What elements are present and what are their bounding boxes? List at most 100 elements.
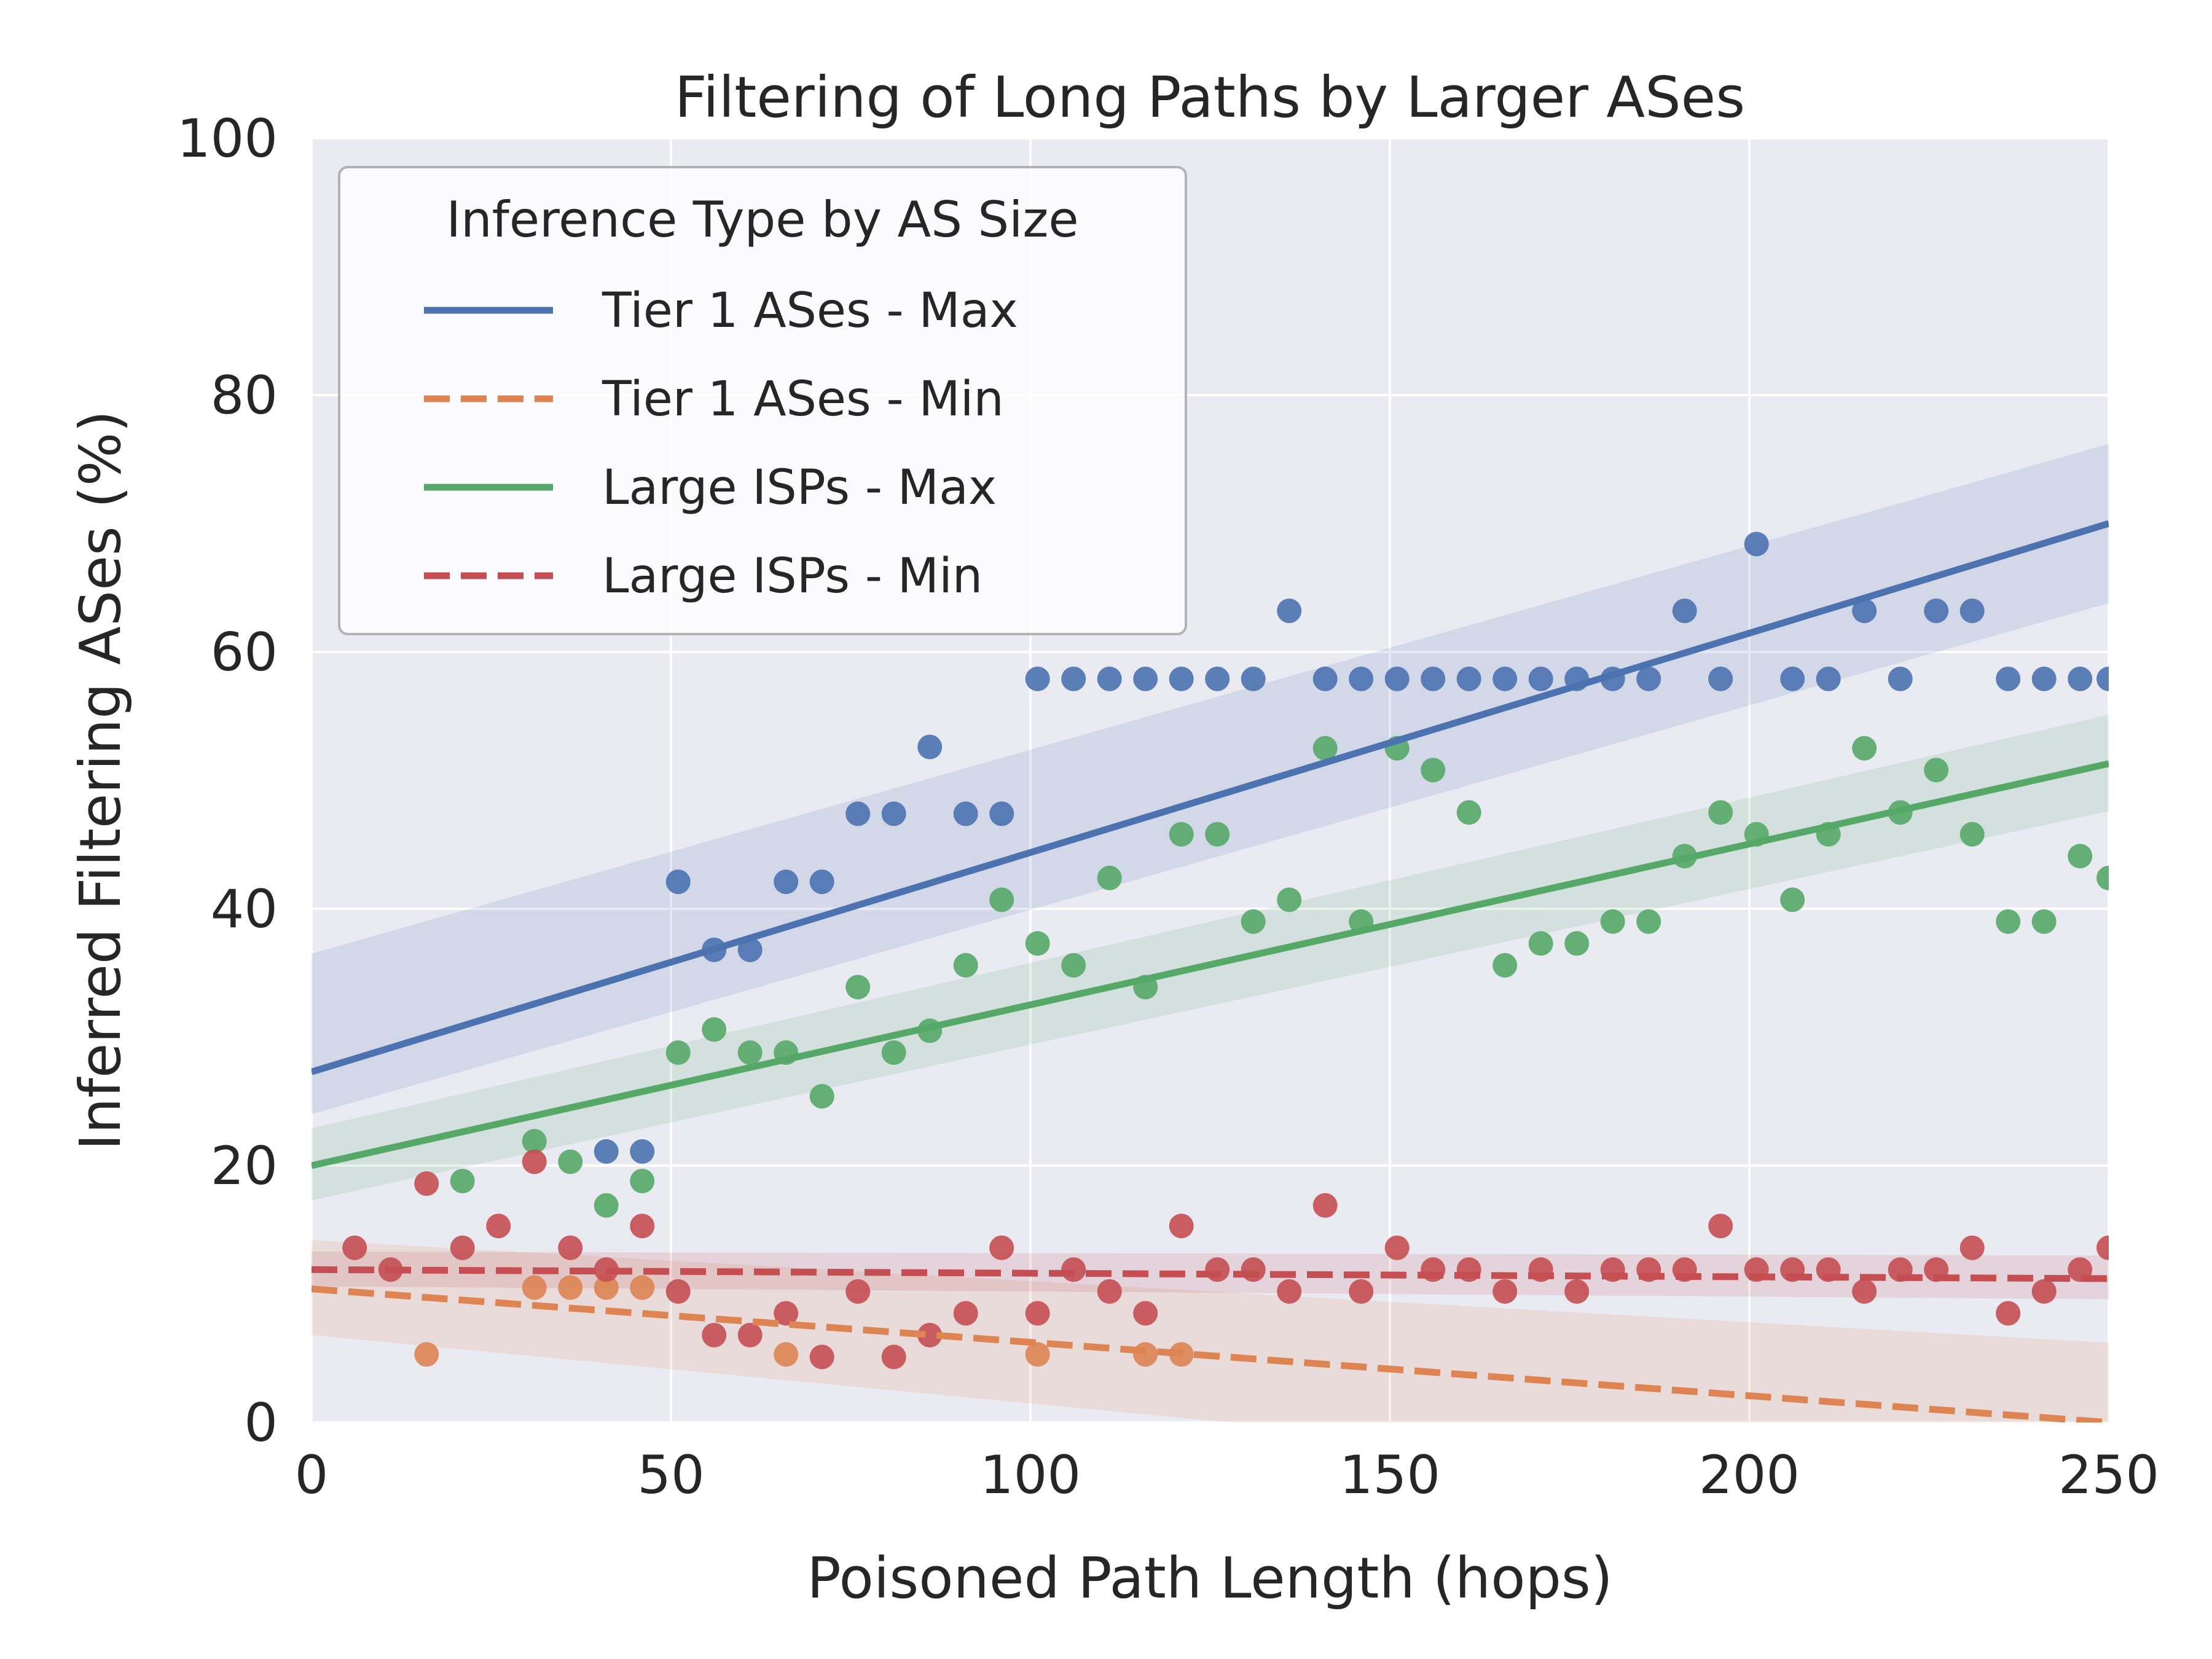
large-isps-max-point: [989, 887, 1014, 912]
y-tick-label: 100: [177, 108, 278, 170]
tier-1-ases-max-point: [2031, 666, 2057, 691]
large-isps-min-point: [1384, 1235, 1410, 1260]
large-isps-max-regression-line: [312, 760, 2109, 1169]
x-tick-label: 100: [980, 1445, 1081, 1506]
large-isps-max-point: [1528, 931, 1553, 956]
large-isps-max-point: [1205, 822, 1230, 847]
tier-1-ases-min-legend-label: Tier 1 ASes - Min: [602, 372, 1004, 427]
large-isps-min-point: [774, 1301, 799, 1326]
tier-1-ases-max-point: [1205, 666, 1230, 691]
large-isps-max-point: [594, 1193, 619, 1218]
regression-lines: [312, 520, 2109, 1422]
tier-1-ases-max-point: [1312, 666, 1338, 691]
large-isps-max-point: [702, 1017, 727, 1042]
y-tick-label: 40: [211, 879, 278, 940]
y-axis-label: Inferred Filtering ASes (%): [68, 410, 133, 1150]
large-isps-min-point: [1349, 1279, 1374, 1304]
y-tick-label: 20: [211, 1135, 278, 1197]
large-isps-max-point: [665, 1040, 691, 1065]
large-isps-max-point: [2031, 909, 2057, 934]
tier-1-ases-max-point: [917, 734, 943, 759]
x-tick-label: 250: [2058, 1445, 2159, 1506]
tier-1-ases-max-point: [630, 1139, 655, 1164]
tier-1-ases-max-point: [809, 869, 834, 895]
tier-1-ases-max-point: [1816, 666, 1841, 691]
large-isps-max-point: [1924, 758, 1949, 783]
tier-1-ases-max-point: [1025, 666, 1050, 691]
tier-1-ases-max-point: [1959, 598, 1985, 624]
tier-1-ases-max-point: [1061, 666, 1086, 691]
x-tick-label: 0: [295, 1445, 329, 1506]
large-isps-min-point: [1205, 1257, 1230, 1282]
large-isps-min-point: [989, 1235, 1014, 1260]
tier-1-ases-max-point: [2096, 666, 2109, 691]
large-isps-max-ci-band: [312, 715, 2109, 1201]
large-isps-min-point: [558, 1235, 583, 1260]
x-axis-label: Poisoned Path Length (hops): [807, 1545, 1612, 1611]
tier-1-ases-max-point: [1996, 666, 2021, 691]
tier-1-ases-min-point: [522, 1275, 547, 1300]
tier-1-ases-max-point: [1241, 666, 1266, 691]
tier-1-ases-max-point: [1097, 666, 1122, 691]
tier-1-ases-max-point: [1169, 666, 1194, 691]
tier-1-ases-min-point: [558, 1275, 583, 1300]
legend-title: Inference Type by AS Size: [446, 191, 1078, 248]
tick-labels: 0 50 100 150 200 250 0 20 40 60 80 100: [177, 108, 2159, 1506]
tier-1-ases-max-point: [1133, 666, 1158, 691]
large-isps-max-point: [1169, 822, 1194, 847]
large-isps-max-point: [1097, 865, 1122, 890]
x-tick-label: 50: [637, 1445, 704, 1506]
large-isps-min-point: [1169, 1214, 1194, 1239]
tier-1-ases-min-point: [630, 1275, 655, 1300]
large-isps-min-point: [1025, 1301, 1050, 1326]
y-tick-label: 80: [211, 365, 278, 426]
large-isps-min-point: [450, 1235, 475, 1260]
tier-1-ases-max-point: [1924, 598, 1949, 624]
tier-1-ases-min-point: [774, 1342, 799, 1367]
tier-1-ases-min-point: [414, 1342, 439, 1367]
large-isps-max-point: [450, 1169, 475, 1194]
large-isps-min-point: [1959, 1235, 1985, 1260]
large-isps-min-point: [881, 1344, 906, 1370]
large-isps-min-point: [522, 1149, 547, 1174]
large-isps-max-point: [1421, 758, 1446, 783]
tier-1-ases-max-point: [845, 801, 871, 826]
large-isps-min-point: [1277, 1279, 1302, 1304]
tier-1-ases-max-point: [1421, 666, 1446, 691]
tier-1-ases-max-point: [1636, 666, 1661, 691]
chart-title: Filtering of Long Paths by Larger ASes: [675, 65, 1745, 130]
tier-1-ases-max-point: [737, 937, 763, 962]
large-isps-min-point: [702, 1322, 727, 1347]
large-isps-max-point: [630, 1169, 655, 1194]
tier-1-ases-max-point: [1744, 531, 1769, 557]
large-isps-max-point: [522, 1129, 547, 1154]
large-isps-max-point: [1061, 952, 1086, 978]
large-isps-max-point: [1636, 909, 1661, 934]
large-isps-max-point: [1312, 735, 1338, 761]
large-isps-max-point: [1564, 931, 1590, 956]
tier-1-ases-max-point: [1672, 598, 1697, 624]
large-isps-min-point: [1097, 1279, 1122, 1304]
large-isps-max-point: [1996, 909, 2021, 934]
large-isps-min-point: [1492, 1279, 1518, 1304]
large-isps-max-point: [1492, 952, 1518, 978]
tier-1-ases-max-regression-line: [312, 520, 2109, 1075]
tier-1-ases-max-point: [1384, 666, 1410, 691]
tier-1-ases-max-point: [1277, 598, 1302, 624]
tier-1-ases-max-point: [1456, 666, 1481, 691]
large-isps-min-point: [1061, 1257, 1086, 1282]
large-isps-min-point: [917, 1322, 943, 1347]
large-isps-max-point: [1852, 735, 1877, 761]
tier-1-ases-max-legend-label: Tier 1 ASes - Max: [602, 283, 1018, 339]
tier-1-ases-max-point: [1492, 666, 1518, 691]
large-isps-min-legend-label: Large ISPs - Min: [602, 549, 982, 604]
tier-1-ases-min-regression-line: [312, 1285, 2109, 1422]
large-isps-min-point: [809, 1344, 834, 1370]
x-tick-label: 200: [1699, 1445, 1800, 1506]
tier-1-ases-max-point: [2068, 666, 2093, 691]
tier-1-ases-max-point: [1780, 666, 1805, 691]
large-isps-max-point: [845, 975, 871, 1000]
tier-1-ases-min-point: [1133, 1342, 1158, 1367]
y-tick-label: 0: [244, 1392, 278, 1454]
